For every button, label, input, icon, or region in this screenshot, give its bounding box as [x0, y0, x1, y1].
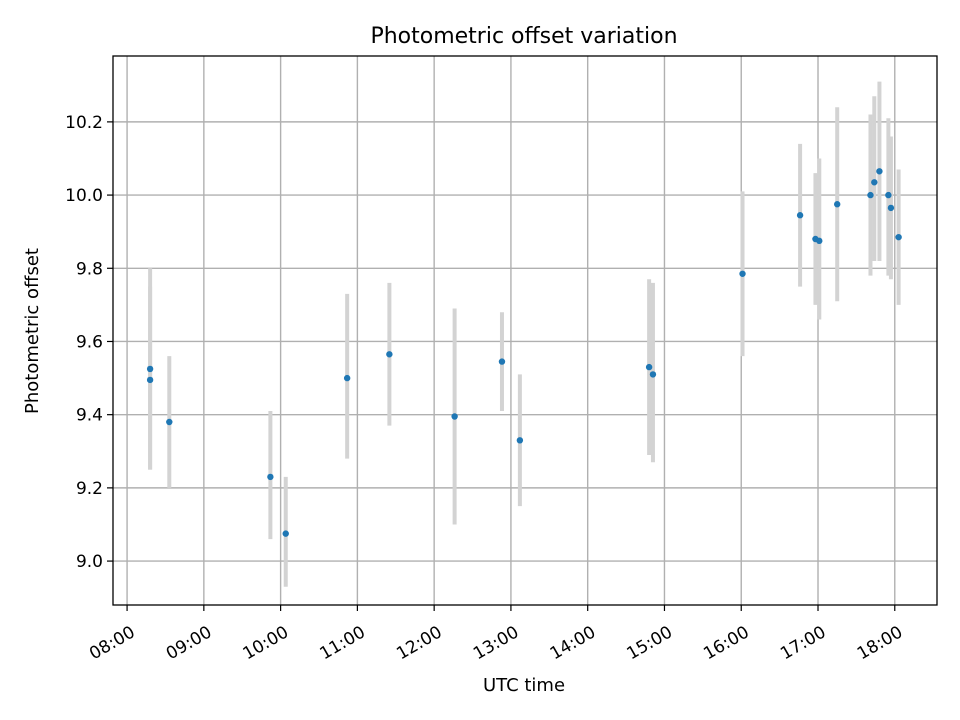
data-point-12 [739, 270, 746, 277]
y-tick-label-0: 9.0 [76, 552, 103, 572]
x-axis-label: UTC time [483, 675, 565, 696]
data-point-20 [885, 191, 892, 199]
data-point-2 [166, 418, 173, 426]
y-tick-label-5: 10.0 [65, 186, 103, 206]
x-tick-label-0: 08:00 [86, 622, 138, 664]
x-tick-label-9: 17:00 [777, 622, 829, 664]
data-point-18 [871, 179, 878, 186]
data-points [146, 168, 902, 537]
y-tick-label-1: 9.2 [76, 479, 103, 499]
plot-frame [112, 55, 938, 606]
data-point-17 [867, 191, 874, 199]
error-bars [148, 81, 901, 587]
data-point-3 [267, 473, 274, 481]
data-point-10 [645, 363, 653, 371]
data-point-21 [887, 204, 895, 212]
y-tick-label-3: 9.6 [76, 332, 103, 352]
data-point-7 [451, 413, 458, 420]
data-point-13 [796, 212, 804, 219]
chart-title: Photometric offset variation [370, 24, 677, 49]
data-point-8 [498, 358, 506, 365]
x-tick-label-6: 14:00 [547, 622, 599, 664]
data-point-22 [895, 233, 902, 241]
x-tick-label-3: 11:00 [316, 622, 368, 664]
x-tick-label-1: 09:00 [163, 622, 215, 664]
y-tick-label-6: 10.2 [65, 113, 103, 133]
x-tick-label-2: 10:00 [240, 622, 292, 664]
data-point-6 [386, 351, 393, 358]
x-tick-label-4: 12:00 [393, 622, 445, 664]
x-tick-label-10: 18:00 [854, 622, 906, 664]
grid [113, 56, 937, 605]
x-tick-label-8: 16:00 [700, 622, 752, 664]
data-point-5 [343, 374, 351, 382]
y-tick-label-4: 9.8 [76, 259, 103, 279]
x-axis-ticks: 08:00 09:00 10:00 11:00 12:00 13:00 14:00 15:00… [86, 605, 906, 664]
data-point-11 [649, 371, 657, 378]
data-point-4 [282, 530, 289, 537]
data-point-15 [816, 237, 823, 245]
y-axis-label: Photometric offset [22, 248, 43, 414]
y-axis-ticks: 9.0 9.2 9.4 9.6 9.8 10.0 10.2 [65, 113, 113, 572]
data-point-1 [146, 376, 154, 384]
data-point-19 [876, 168, 883, 175]
data-point-9 [516, 437, 524, 444]
data-point-0 [146, 365, 154, 373]
y-tick-label-2: 9.4 [76, 406, 103, 426]
data-point-16 [833, 201, 841, 208]
x-tick-label-7: 15:00 [624, 622, 676, 664]
x-tick-label-5: 13:00 [470, 622, 522, 664]
